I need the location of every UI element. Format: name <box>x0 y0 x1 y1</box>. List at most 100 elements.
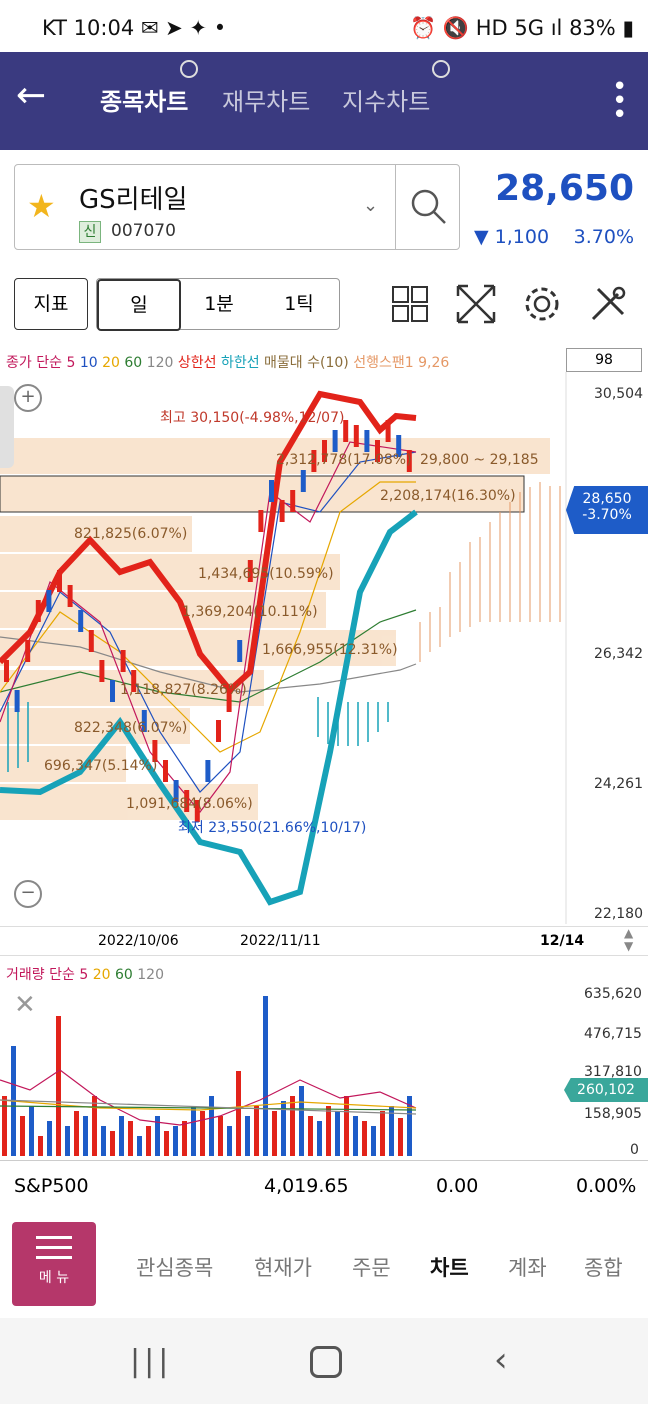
volume-chart[interactable] <box>0 980 566 1158</box>
fullscreen-icon[interactable] <box>456 284 496 324</box>
y-label: 30,504 <box>594 386 643 402</box>
volume-bar <box>164 1131 169 1156</box>
search-icon[interactable] <box>409 187 449 227</box>
candle <box>258 510 264 532</box>
side-handle[interactable] <box>0 386 14 468</box>
indicator-button[interactable]: 지표 <box>14 278 88 330</box>
candle <box>99 660 105 682</box>
current-price-tag: 28,650 -3.70% <box>566 486 648 534</box>
low-annotation: 최저 23,550(21.66%,10/17) <box>178 820 366 836</box>
menu-order[interactable]: 주문 <box>352 1256 391 1280</box>
volume-bar <box>182 1121 187 1156</box>
tab-stock-chart[interactable]: 종목차트 <box>100 88 189 116</box>
volume-bar <box>200 1111 205 1156</box>
y-label: 24,261 <box>594 776 643 792</box>
candle <box>216 720 221 742</box>
hamburger-icon <box>36 1236 72 1239</box>
vol-y-label: 0 <box>630 1142 639 1158</box>
volume-bar <box>92 1096 97 1156</box>
back-icon[interactable]: ‹ <box>494 1340 508 1380</box>
vol-y-label: 158,905 <box>584 1106 642 1122</box>
candle <box>78 610 84 632</box>
price-chart[interactable]: 최고 30,150(-4.98%,12/07) 최저 23,550(21.66%… <box>0 372 648 924</box>
candle <box>237 640 243 662</box>
volume-bar <box>2 1096 7 1156</box>
volume-bar <box>407 1096 412 1156</box>
favorite-star-icon[interactable]: ★ <box>27 187 56 225</box>
index-bar[interactable]: S&P500 4,019.65 0.00 0.00% <box>0 1160 648 1209</box>
index-change: 0.00 <box>436 1175 479 1197</box>
period-selector: 일 1분 1틱 <box>96 278 340 331</box>
period-1min[interactable]: 1분 <box>204 293 234 315</box>
zoom-out-icon[interactable]: − <box>14 880 42 908</box>
more-icon[interactable]: • • • <box>612 72 628 130</box>
y-label: 22,180 <box>594 906 643 922</box>
volume-bar <box>317 1121 322 1156</box>
count-box[interactable]: 98 <box>566 348 642 372</box>
volume-bar <box>29 1106 34 1156</box>
vp-label: 821,825(6.07%) <box>74 526 187 542</box>
candle <box>300 470 306 492</box>
period-day[interactable]: 일 <box>97 279 181 331</box>
volume-legend: 거래량 단순 5 20 60 120 <box>6 967 164 983</box>
menu-button[interactable]: 메 뉴 <box>12 1222 96 1306</box>
candle <box>4 660 9 682</box>
volume-bar <box>335 1111 340 1156</box>
battery-level: 83% <box>569 16 616 40</box>
chevron-down-icon[interactable]: ⌄ <box>363 195 379 216</box>
scroll-updown-icon: ▲ ▼ <box>624 926 634 953</box>
volume-bar <box>101 1126 106 1156</box>
candle <box>290 490 296 512</box>
zoom-in-icon[interactable]: + <box>14 384 42 412</box>
volume-bar <box>380 1111 385 1156</box>
candle <box>353 425 359 447</box>
vol-y-label: 635,620 <box>584 986 642 1002</box>
close-icon[interactable]: ✕ <box>14 990 36 1020</box>
candle <box>343 420 349 442</box>
volume-bar <box>173 1126 178 1156</box>
candle <box>14 690 20 712</box>
price-change-pct: 3.70% <box>573 226 634 248</box>
candle <box>141 710 147 732</box>
menu-current-price[interactable]: 현재가 <box>254 1256 312 1280</box>
volume-bar <box>299 1086 304 1156</box>
volume-bars <box>2 996 412 1156</box>
tab-financial-chart[interactable]: 재무차트 <box>222 88 311 116</box>
candle <box>364 430 370 452</box>
candle <box>67 585 73 607</box>
status-left: KT 10:04 ✉ ➤ ✦ • <box>42 16 226 40</box>
volume-bar <box>119 1116 124 1156</box>
gear-icon[interactable] <box>522 284 562 324</box>
volume-bar <box>398 1118 403 1156</box>
divider <box>395 165 396 249</box>
price-change: ▼ 1,100 <box>474 226 550 248</box>
bottom-menu <box>0 1208 648 1318</box>
layout-grid-icon[interactable] <box>392 286 428 322</box>
candlesticks <box>4 420 412 822</box>
tools-icon[interactable] <box>588 284 628 324</box>
status-icons: ⏰ 🔇 HD 5G ıl <box>410 16 563 40</box>
volume-bar <box>344 1096 349 1156</box>
volume-bar <box>20 1116 25 1156</box>
recent-apps-icon[interactable]: ||| <box>130 1344 173 1379</box>
volume-bar <box>128 1121 133 1156</box>
home-icon[interactable] <box>310 1346 342 1378</box>
x-end-label: 12/14 <box>540 933 585 949</box>
candle <box>131 670 137 692</box>
menu-watchlist[interactable]: 관심종목 <box>136 1256 214 1280</box>
x-label: 2022/10/06 <box>98 933 179 949</box>
tab-index-chart[interactable]: 지수차트 <box>342 88 431 116</box>
back-arrow-icon[interactable]: ← <box>16 75 47 116</box>
volume-bar <box>137 1136 142 1156</box>
menu-account[interactable]: 계좌 <box>508 1256 547 1280</box>
period-1tick[interactable]: 1틱 <box>284 293 314 315</box>
menu-chart[interactable]: 차트 <box>430 1256 469 1280</box>
volume-bar <box>218 1116 223 1156</box>
volume-bar <box>389 1106 394 1156</box>
stock-selector[interactable]: ★ GS리테일 신 007070 ⌄ <box>14 164 460 250</box>
carrier: KT <box>42 16 67 40</box>
status-bar: KT 10:04 ✉ ➤ ✦ • ⏰ 🔇 HD 5G ıl 83% ▮ <box>0 0 648 52</box>
menu-overview[interactable]: 종합 <box>584 1256 623 1280</box>
candle <box>226 690 232 712</box>
vp-label: 1,666,955(12.31%) <box>262 642 398 658</box>
